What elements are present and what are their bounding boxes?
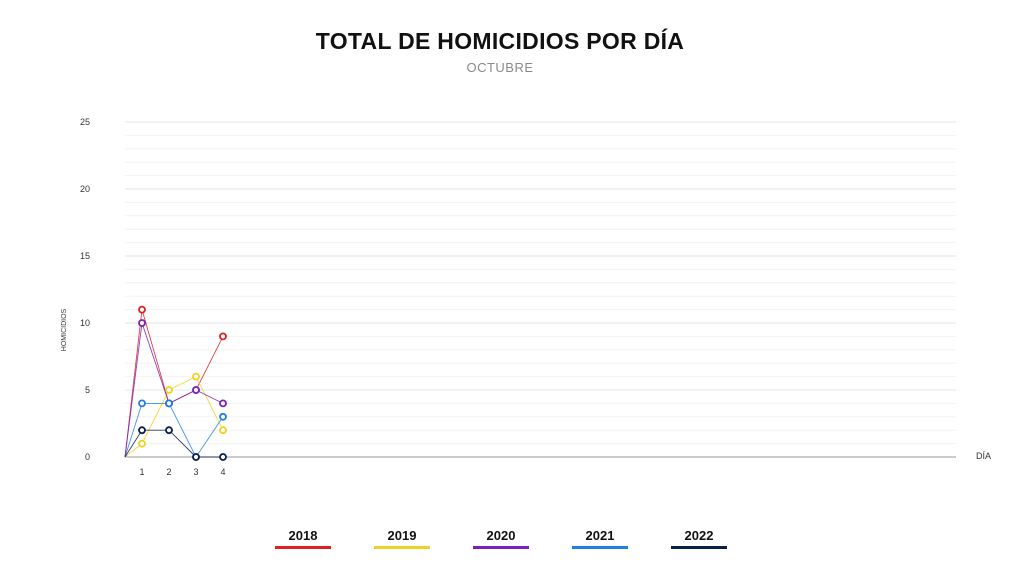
y-axis-label: HOMICIDIOS	[61, 308, 68, 351]
legend-item-2021: 2021	[567, 528, 633, 549]
legend-item-2020: 2020	[468, 528, 534, 549]
data-point	[165, 426, 173, 435]
series-2019	[124, 372, 227, 458]
data-point	[219, 426, 227, 435]
legend-item-2018: 2018	[270, 528, 336, 549]
x-tick-label: 4	[220, 467, 225, 477]
x-tick-label: 1	[139, 467, 144, 477]
x-axis-ticks: 1 2 3 4	[139, 467, 225, 477]
legend-item-2019: 2019	[369, 528, 435, 549]
legend-label: 2021	[585, 528, 615, 543]
chart-title: TOTAL DE HOMICIDIOS POR DÍA	[315, 28, 685, 54]
data-point	[138, 399, 146, 408]
y-tick-label: 25	[80, 117, 90, 127]
data-point	[192, 453, 200, 461]
series-group	[124, 305, 227, 461]
legend-label: 2022	[684, 528, 714, 543]
y-tick-label: 10	[80, 318, 90, 328]
legend-swatch	[671, 546, 727, 549]
legend-label: 2019	[387, 528, 417, 543]
chart-subtitle: OCTUBRE	[466, 60, 534, 75]
data-point	[138, 426, 146, 435]
y-tick-label: 5	[85, 385, 90, 395]
data-point	[138, 319, 146, 327]
series-2022	[124, 426, 227, 461]
data-point	[138, 305, 146, 314]
legend-item-2022: 2022	[666, 528, 732, 549]
data-point	[138, 439, 146, 448]
data-point	[219, 399, 227, 408]
legend-label: 2018	[288, 528, 318, 543]
y-tick-label: 20	[80, 184, 90, 194]
legend: 2018 2019 2020 2021 2022	[270, 528, 765, 549]
legend-swatch	[473, 546, 529, 549]
data-point	[219, 332, 227, 341]
x-axis-label: DÍA	[976, 451, 991, 461]
data-point	[219, 412, 227, 421]
y-tick-label: 15	[80, 251, 90, 261]
x-tick-label: 3	[193, 467, 198, 477]
data-point	[192, 372, 200, 381]
legend-label: 2020	[486, 528, 516, 543]
data-point	[165, 386, 173, 394]
data-point	[165, 399, 173, 408]
x-tick-label: 2	[166, 467, 171, 477]
y-axis-ticks: 0 5 10 15 20 25	[80, 117, 90, 462]
data-point	[192, 386, 200, 394]
y-tick-label: 0	[85, 452, 90, 462]
line-chart: 0 5 10 15 20 25 1 2 3 4 HOMICIDIOS DÍA	[61, 117, 991, 477]
legend-swatch	[572, 546, 628, 549]
legend-swatch	[275, 546, 331, 549]
legend-swatch	[374, 546, 430, 549]
data-point	[219, 453, 227, 461]
gridlines	[125, 121, 956, 445]
